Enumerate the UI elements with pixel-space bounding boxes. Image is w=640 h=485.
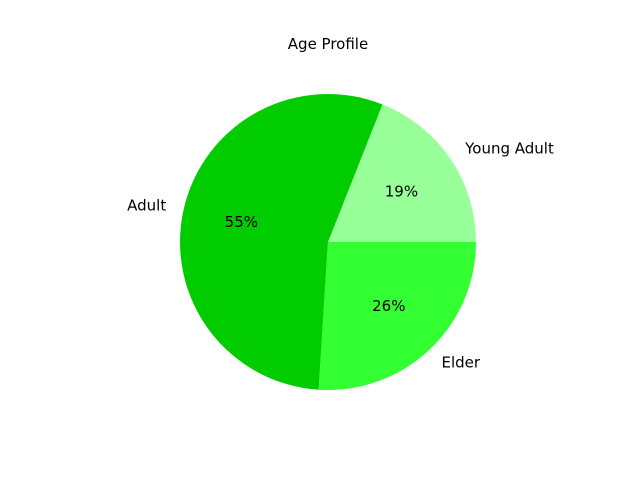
slice-label-adult: Adult <box>127 196 166 214</box>
slice-label-elder: Elder <box>441 353 480 371</box>
pie-slice-elder <box>318 242 476 390</box>
pie-labels: Young Adult 19% Adult 55% Elder 26% <box>127 139 554 371</box>
chart-title: Age Profile <box>288 35 368 53</box>
pie-slices <box>179 93 477 390</box>
pct-label-elder: 26% <box>372 297 405 315</box>
pct-label-adult: 55% <box>225 213 258 231</box>
slice-label-young-adult: Young Adult <box>464 139 554 157</box>
pct-label-young-adult: 19% <box>385 183 418 201</box>
pie-slice-adult <box>179 93 383 390</box>
pie-slice-young-adult <box>328 104 477 242</box>
